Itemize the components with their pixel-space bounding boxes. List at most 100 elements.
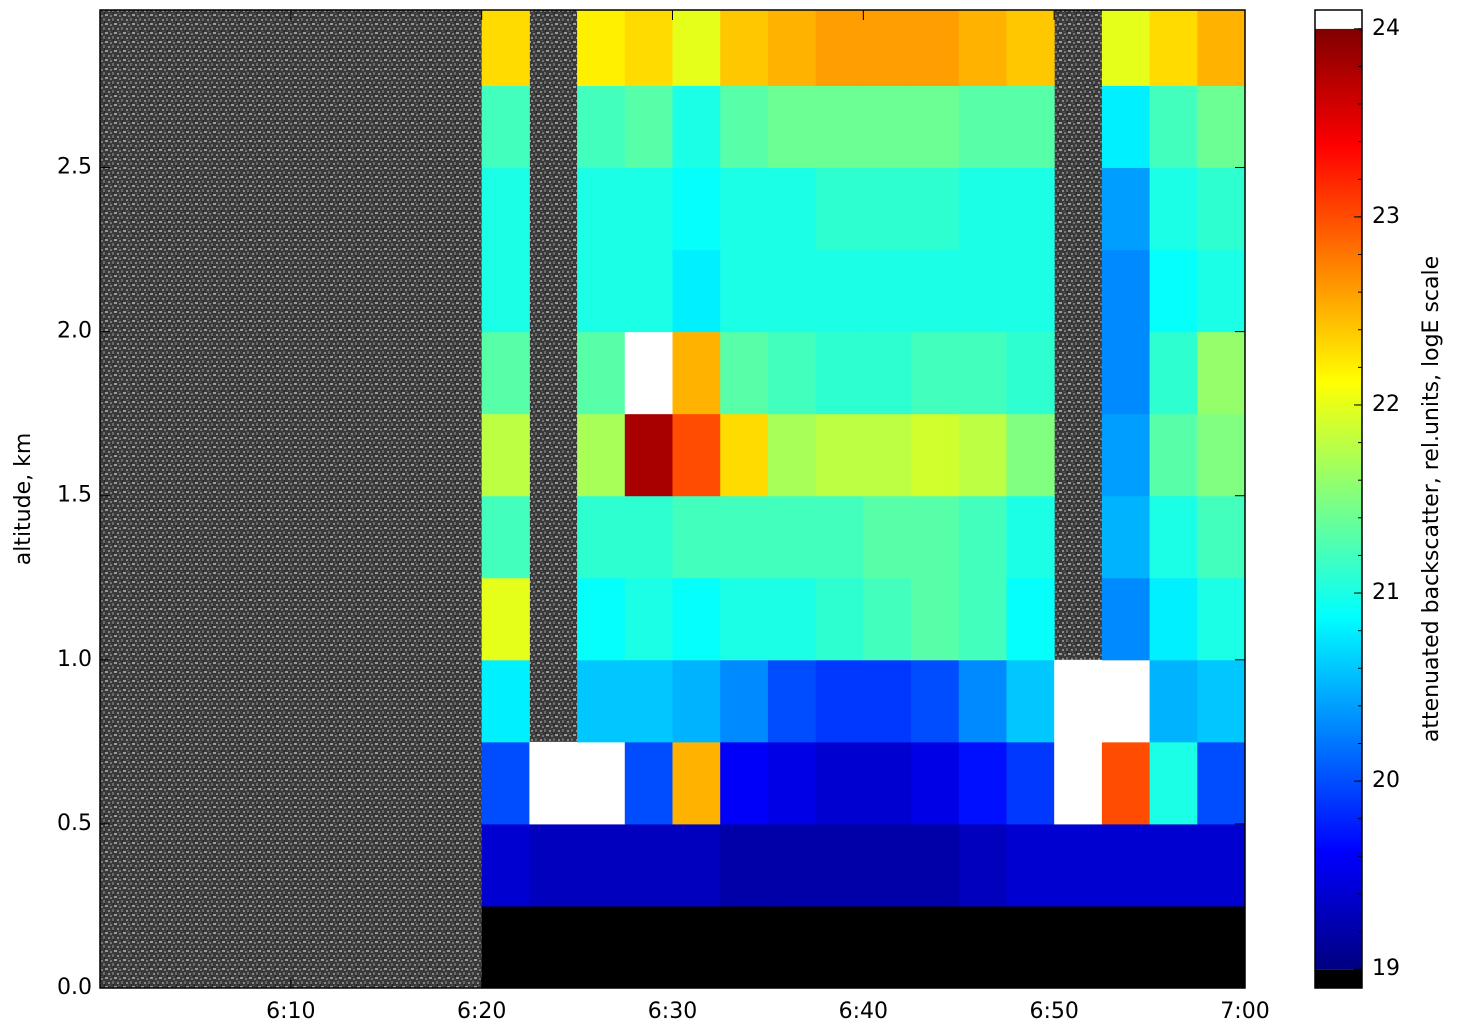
heatmap-cell [577,249,626,333]
colorbar-tick-label: 22 [1372,392,1400,417]
heatmap-cell [529,823,578,907]
heatmap-cell [1006,823,1055,907]
heatmap-cell [1197,413,1245,497]
heatmap-cell [624,659,673,743]
heatmap-cell [1197,905,1245,988]
y-tick-label: 0.5 [57,811,92,836]
heatmap-cell [1101,85,1151,169]
heatmap-cell [863,167,912,251]
heatmap-cell [911,823,960,907]
heatmap-cell [815,249,864,333]
heatmap-cell [767,823,817,907]
heatmap-cell [577,413,626,497]
heatmap-cell [1006,413,1055,497]
heatmap-cell [1101,10,1151,86]
heatmap-cell [672,331,721,415]
heatmap-cell [911,905,960,988]
heatmap-cell [958,413,1007,497]
heatmap-cell [624,413,673,497]
heatmap-cell [958,167,1007,251]
heatmap-cell [911,85,960,169]
heatmap-cell [815,659,864,743]
heatmap-cell [767,741,817,825]
heatmap-cell [1054,905,1103,988]
heatmap-cell [1149,85,1198,169]
heatmap-cell [1197,659,1245,743]
heatmap-cell [767,495,817,579]
heatmap-cell [863,905,912,988]
heatmap-cell [624,741,673,825]
heatmap-cell [1101,905,1151,988]
heatmap-cell [815,331,864,415]
colorbar-tick-label: 24 [1372,16,1400,41]
heatmap-cell [1149,331,1198,415]
heatmap-cell [958,659,1007,743]
heatmap-cell [720,249,769,333]
heatmap-cell [1054,741,1103,825]
x-tick-label: 7:00 [1220,999,1269,1024]
heatmap-cell [672,905,721,988]
x-tick-label: 6:20 [457,999,506,1024]
heatmap-cell [863,577,912,661]
heatmap-cell [624,85,673,169]
colorbar-over [1315,10,1362,29]
heatmap-cell [481,495,530,579]
y-tick-label: 2.5 [57,155,92,180]
heatmap-cell [911,249,960,333]
heatmap-cell [1197,331,1245,415]
heatmap-cell [720,167,769,251]
heatmap-cell [911,741,960,825]
heatmap-cell [767,85,817,169]
heatmap-cell [1101,331,1151,415]
heatmap-cell [672,10,721,86]
heatmap-cell [767,167,817,251]
colorbar-tick-label: 20 [1372,768,1400,793]
heatmap-cell [672,741,721,825]
heatmap-cell [1006,741,1055,825]
heatmap-cell [1101,249,1151,333]
heatmap-cell [1101,167,1151,251]
heatmap-cell [1149,823,1198,907]
heatmap-cell [1197,741,1245,825]
colorbar-under [1315,969,1362,988]
heatmap-cell [767,249,817,333]
heatmap-cell [624,10,673,86]
heatmap-cell [1101,741,1151,825]
heatmap-cell [481,331,530,415]
heatmap-cell [911,331,960,415]
heatmap-cell [767,413,817,497]
heatmap-cell [1197,577,1245,661]
heatmap-cell [720,905,769,988]
heatmap-cell [958,577,1007,661]
heatmap-cell [672,413,721,497]
heatmap-cell [1006,331,1055,415]
heatmap-cell [577,85,626,169]
heatmap-cell [577,905,626,988]
y-tick-label: 1.5 [57,483,92,508]
heatmap-cell [577,331,626,415]
heatmap-cell [1006,659,1055,743]
heatmap-cell [815,823,864,907]
heatmap-cell [815,495,864,579]
heatmap-cell [958,85,1007,169]
heatmap-cell [1197,495,1245,579]
heatmap-cell [577,823,626,907]
colorbar-tick-label: 21 [1372,580,1400,605]
heatmap-cell [529,741,578,825]
heatmap-cell [672,249,721,333]
heatmap-cell [577,741,626,825]
heatmap-cell [911,659,960,743]
heatmap-cell [577,10,626,86]
heatmap-cell [481,577,530,661]
heatmap-cell [1101,659,1151,743]
heatmap-cell [1149,167,1198,251]
heatmap-cell [577,495,626,579]
heatmap-cell [958,823,1007,907]
axes: 6:10 6:20 6:30 6:40 6:50 7:00 0.0 0.5 1.0 1.5 2.0 2… [57,9,1400,1024]
colorbar-frame [1314,9,1363,989]
heatmap-cell [624,331,673,415]
heatmap-cell [911,413,960,497]
heatmap-cell [863,85,912,169]
y-tick-label: 0.0 [57,975,92,1000]
heatmap-cell [1101,577,1151,661]
